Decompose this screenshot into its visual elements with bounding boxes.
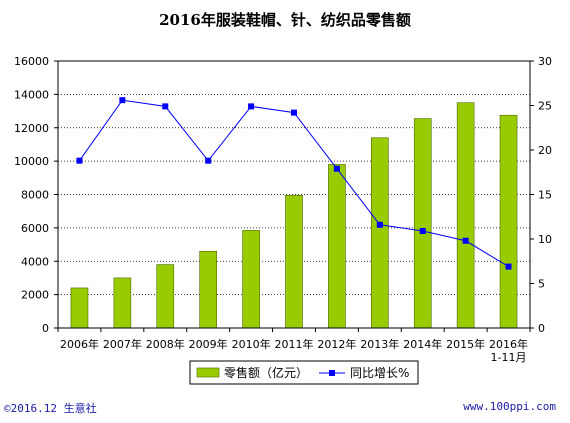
bar <box>328 164 346 329</box>
plot-frame <box>57 60 531 329</box>
x-tick-label: 2011年 <box>275 337 314 351</box>
growth-point <box>119 97 126 104</box>
x-tick-label: 2008年 <box>146 337 185 351</box>
right-tick-label: 10 <box>538 233 552 246</box>
x-tick-label: 2010年 <box>232 337 271 351</box>
growth-point <box>162 103 169 110</box>
bar <box>156 264 175 329</box>
bar <box>199 250 217 329</box>
growth-point <box>376 221 383 228</box>
chart-canvas: 0 2000 4000 6000 8000 10000 12000 14000 16000 0 5 1… <box>14 55 552 385</box>
legend-bar-swatch <box>196 367 220 378</box>
left-tick-label: 4000 <box>21 255 49 268</box>
left-tick-label: 6000 <box>21 222 49 235</box>
x-tick-label: 2013年 <box>360 337 399 351</box>
footer-website[interactable]: www.100ppi.com <box>463 400 556 413</box>
left-tick-label: 12000 <box>14 122 49 135</box>
x-tick-label: 2012年 <box>317 337 356 351</box>
x-tick-label: 2007年 <box>103 337 142 351</box>
legend-box <box>189 360 419 385</box>
chart-title: 2016年服装鞋帽、针、纺织品零售额 <box>159 11 411 29</box>
left-tick-label: 10000 <box>14 155 49 168</box>
right-tick-label: 20 <box>538 144 552 157</box>
right-tick-label: 25 <box>538 100 552 113</box>
right-tick-label: 0 <box>538 322 545 335</box>
left-tick-label: 0 <box>42 322 49 335</box>
growth-point <box>291 109 297 116</box>
bar <box>285 195 303 329</box>
growth-point <box>333 165 340 172</box>
bar <box>456 102 475 329</box>
x-tick-label: 2015年 <box>446 337 485 351</box>
x-tick-label: 2009年 <box>189 337 228 351</box>
x-tick-label: 2006年 <box>60 337 99 351</box>
legend-line-label: 同比增长% <box>350 366 409 380</box>
footer-copyright: ©2016.12 生意社 <box>4 402 97 415</box>
growth-point <box>505 263 512 270</box>
growth-point <box>419 227 426 234</box>
right-tick-label: 5 <box>538 278 545 291</box>
right-tick-label: 30 <box>538 55 552 68</box>
bar <box>113 277 132 329</box>
bar <box>499 114 518 329</box>
growth-point <box>462 237 469 244</box>
left-tick-label: 8000 <box>21 189 49 202</box>
x-tick-label: 2014年 <box>403 337 442 351</box>
legend-line-marker <box>329 370 335 376</box>
right-tick-label: 15 <box>538 189 552 202</box>
left-tick-label: 14000 <box>14 88 49 101</box>
bar <box>242 230 260 329</box>
bar <box>371 137 389 329</box>
growth-point <box>248 103 255 110</box>
bar <box>413 118 432 329</box>
left-tick-label: 16000 <box>14 55 49 68</box>
legend-bar-label: 零售额（亿元） <box>224 365 308 380</box>
growth-point <box>205 157 212 164</box>
left-tick-label: 2000 <box>21 289 49 302</box>
bar <box>70 287 89 329</box>
growth-point <box>76 157 83 164</box>
x-tick-label: 2016年 1-11月 <box>489 337 528 364</box>
